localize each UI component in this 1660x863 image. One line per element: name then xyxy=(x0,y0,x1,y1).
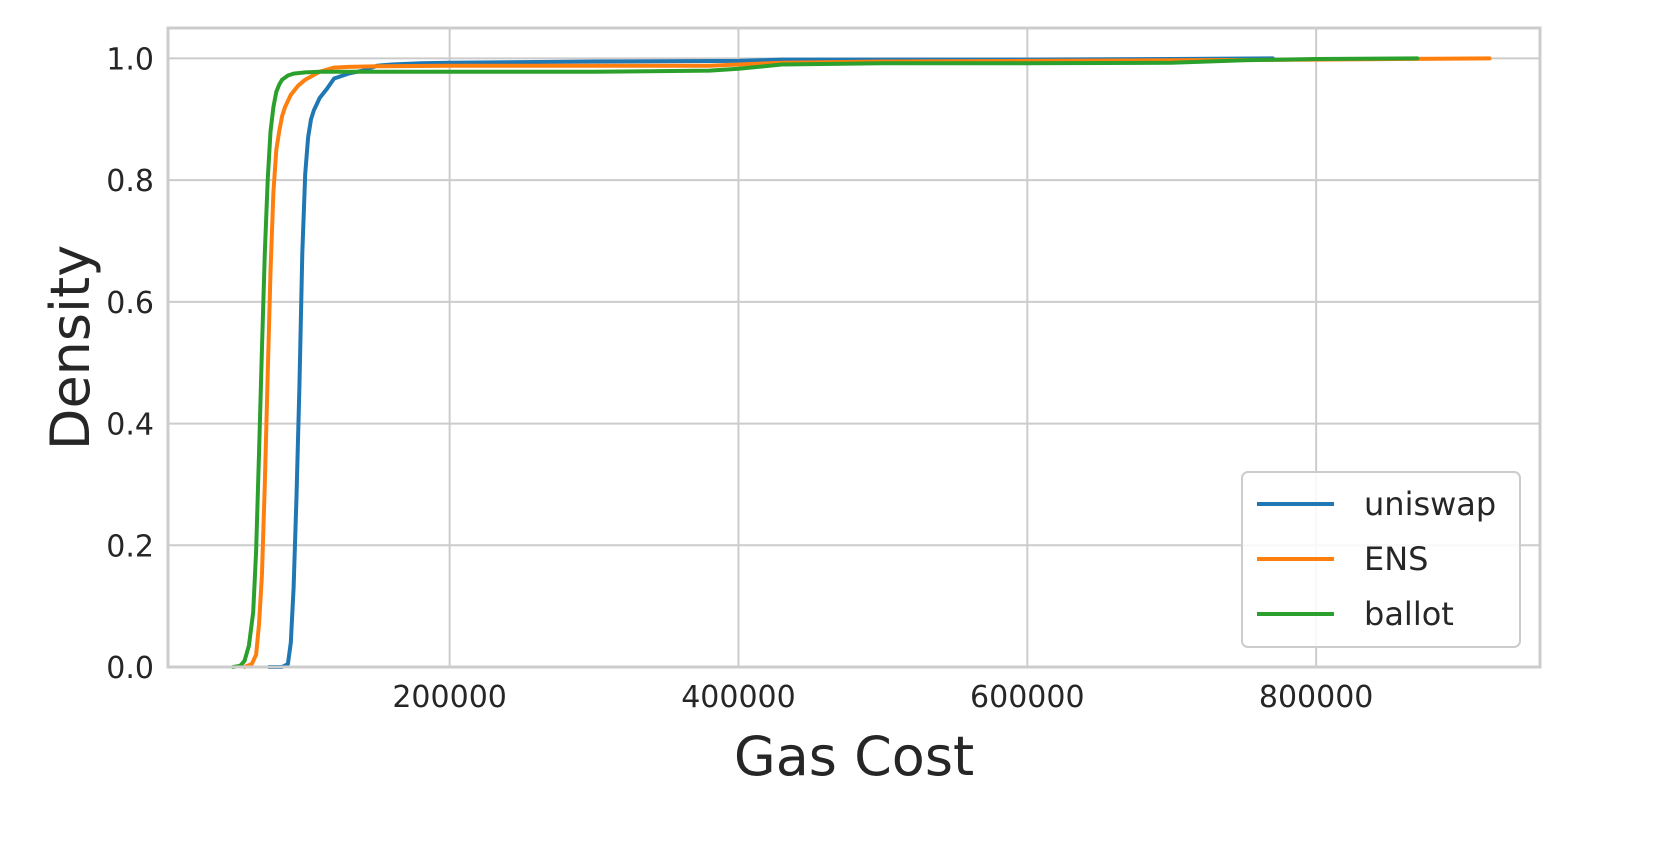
y-tick-label: 0.8 xyxy=(106,164,154,199)
x-axis-ticks: 200000 400000 600000 800000 xyxy=(392,680,1373,715)
y-tick-label: 0.0 xyxy=(106,651,154,686)
y-tick-label: 0.4 xyxy=(106,408,154,443)
legend-label-uniswap: uniswap xyxy=(1364,485,1496,523)
plot-area-frame xyxy=(166,26,1542,669)
x-tick-label: 400000 xyxy=(681,680,796,715)
y-tick-label: 0.2 xyxy=(106,529,154,564)
legend-label-ballot: ballot xyxy=(1364,595,1454,633)
y-tick-label: 1.0 xyxy=(106,42,154,77)
x-tick-label: 200000 xyxy=(392,680,507,715)
y-tick-label: 0.6 xyxy=(106,286,154,321)
series-line-uniswap xyxy=(267,56,1275,669)
legend-box xyxy=(1241,471,1521,648)
x-tick-label: 800000 xyxy=(1259,680,1374,715)
legend: uniswap ENS ballot xyxy=(1241,471,1521,648)
y-axis-title: Density xyxy=(39,245,102,450)
series-lines xyxy=(231,56,1492,669)
legend-label-ens: ENS xyxy=(1364,540,1428,578)
x-tick-label: 600000 xyxy=(970,680,1085,715)
x-axis-title: Gas Cost xyxy=(734,725,974,788)
y-axis-ticks: 0.0 0.2 0.4 0.6 0.8 1.0 xyxy=(106,42,154,686)
series-line-ballot xyxy=(231,56,1420,669)
